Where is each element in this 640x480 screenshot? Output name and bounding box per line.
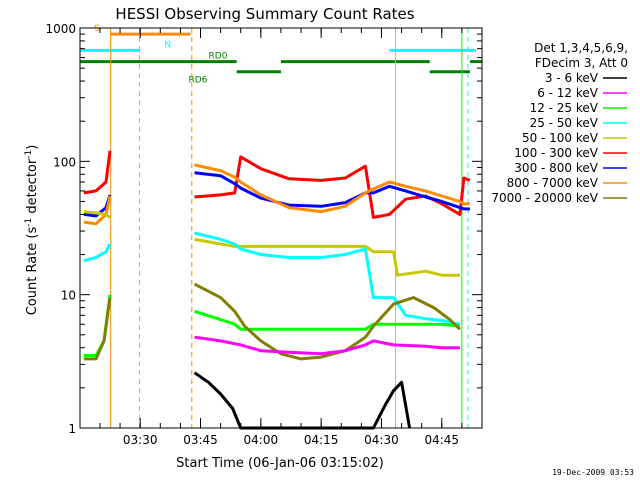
event-lines bbox=[79, 28, 469, 428]
legend-label-800-7000-kev: 800 - 7000 keV bbox=[507, 176, 599, 190]
series-800-7000-kev bbox=[83, 163, 470, 226]
series-100-300-kev bbox=[83, 150, 471, 219]
series-lines bbox=[83, 150, 471, 430]
y-axis-label-mid: detector bbox=[25, 158, 40, 218]
plot-border bbox=[79, 27, 483, 429]
x-tick-label-04-45: 04:45 bbox=[424, 433, 459, 447]
flag-label-rd6: RD6 bbox=[188, 76, 207, 86]
y-tick-label-1000: 1000 bbox=[45, 22, 76, 36]
y-axis-ticks: 1 10 100 1000 bbox=[45, 22, 482, 436]
flag-label-s: S bbox=[94, 24, 100, 34]
y-axis-label-sup1: -1 bbox=[24, 218, 34, 227]
y-axis-label-sup2: -1 bbox=[24, 150, 34, 159]
y-tick-label-100: 100 bbox=[53, 155, 76, 169]
x-tick-label-03-45: 03:45 bbox=[183, 433, 218, 447]
legend-label-7000-20000-kev: 7000 - 20000 keV bbox=[491, 191, 598, 205]
series-25-50-kev bbox=[83, 231, 461, 326]
series-7000-20000-kev bbox=[83, 282, 461, 361]
y-axis-label-pre: Count Rate (s bbox=[25, 227, 40, 316]
chart-title: HESSI Observing Summary Count Rates bbox=[115, 5, 414, 23]
flag-label-rd0: RD0 bbox=[209, 52, 228, 62]
x-tick-label-03-30: 03:30 bbox=[123, 433, 158, 447]
plot-frame bbox=[79, 27, 483, 429]
legend-label-50-100-kev: 50 - 100 keV bbox=[522, 131, 599, 145]
x-axis-label: Start Time (06-Jan-06 03:15:02) bbox=[176, 456, 384, 471]
legend: Det 1,3,4,5,6,9, FDecim 3, Att 0 3 - 6 k… bbox=[491, 41, 628, 205]
legend-label-6-12-kev: 6 - 12 keV bbox=[537, 86, 599, 100]
series-6-12-kev bbox=[194, 335, 460, 356]
legend-header-line-2: FDecim 3, Att 0 bbox=[535, 56, 628, 70]
series-300-800-kev bbox=[83, 171, 470, 218]
series-50-100-kev bbox=[83, 210, 460, 277]
legend-label-12-25-kev: 12 - 25 keV bbox=[530, 101, 599, 115]
y-axis-label: Count Rate (s-1 detector-1) bbox=[24, 145, 40, 316]
legend-label-25-50-kev: 25 - 50 keV bbox=[530, 116, 599, 130]
series-3-6-kev bbox=[193, 371, 412, 430]
legend-label-100-300-kev: 100 - 300 keV bbox=[514, 146, 598, 160]
x-axis-ticks: 03:30 03:45 04:00 04:15 04:30 04:45 bbox=[99, 28, 483, 447]
legend-header-line-1: Det 1,3,4,5,6,9, bbox=[534, 41, 628, 55]
y-tick-label-10: 10 bbox=[61, 289, 76, 303]
legend-label-3-6-kev: 3 - 6 keV bbox=[545, 71, 599, 85]
footer-date: 19-Dec-2009 03:53 bbox=[552, 468, 634, 477]
legend-label-300-800-kev: 300 - 800 keV bbox=[514, 161, 598, 175]
x-tick-label-04-15: 04:15 bbox=[304, 433, 339, 447]
y-tick-label-1: 1 bbox=[68, 422, 76, 436]
y-axis-label-post: ) bbox=[25, 145, 40, 150]
x-tick-label-04-00: 04:00 bbox=[244, 433, 279, 447]
x-tick-label-04-30: 04:30 bbox=[364, 433, 399, 447]
flag-label-n: N bbox=[164, 40, 171, 50]
